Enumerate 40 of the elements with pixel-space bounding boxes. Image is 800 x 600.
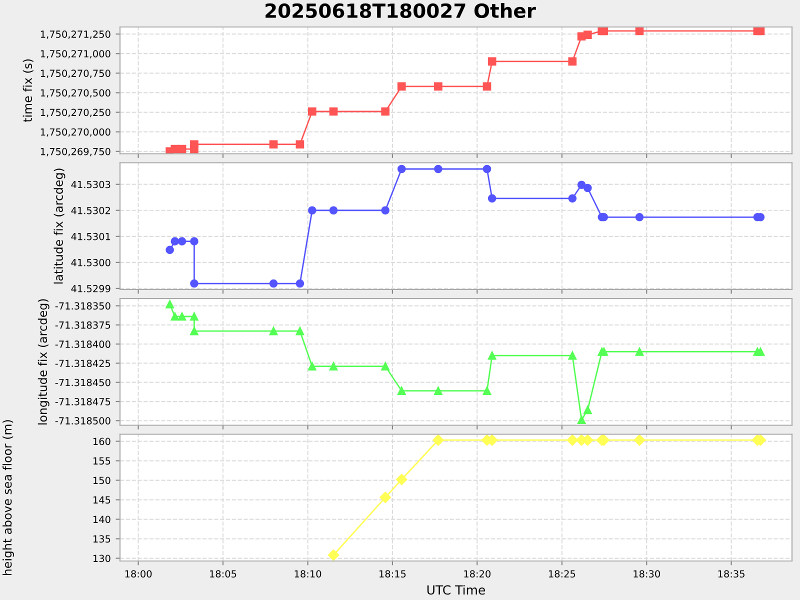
chart-title: 20250618T180027 Other: [266, 3, 536, 18]
y-tick-label: 145: [93, 496, 110, 504]
y-tick-label: 1,750,269,750: [40, 148, 110, 156]
y-tick-label: -71.318375: [55, 321, 110, 329]
y-tick-label: 135: [93, 535, 110, 543]
y-tick-label: 41.5299: [71, 284, 110, 292]
y-tick-label: -71.318450: [55, 378, 110, 386]
x-axis-title: UTC Time: [427, 584, 486, 595]
x-tick-label: 18:35: [718, 570, 744, 578]
y-tick-label: -71.318500: [55, 417, 110, 424]
y-axis-title: longitude fix (arcdeg): [38, 299, 50, 424]
y-tick-label: 1,750,270,250: [40, 108, 110, 118]
x-tick-label: 18:10: [294, 570, 322, 578]
y-tick-label: 160: [93, 438, 110, 446]
y-tick-label: 150: [93, 476, 110, 484]
x-tick-label: 18:30: [634, 570, 660, 578]
x-tick-label: 18:05: [210, 570, 236, 578]
y-tick-label: 1,750,270,000: [40, 128, 110, 137]
y-tick-label: 41.5303: [71, 180, 110, 188]
y-tick-label: 1,750,271,000: [40, 50, 110, 58]
y-tick-label: 41.5301: [71, 232, 110, 240]
x-tick-label: 18:25: [548, 570, 576, 578]
y-axis-title: latitude fix (arcdeg): [54, 168, 66, 284]
y-tick-label: 41.5302: [71, 206, 110, 214]
y-tick-label: 1,750,270,500: [40, 89, 110, 98]
y-tick-label: 140: [93, 516, 110, 524]
y-tick-label: 130: [93, 554, 110, 562]
x-tick-label: 18:20: [464, 570, 491, 578]
y-axis-title: time fix (s): [22, 59, 34, 122]
y-tick-label: -71.318475: [55, 398, 110, 406]
y-tick-label: 1,750,270,750: [40, 70, 110, 78]
y-tick-label: -71.318350: [55, 302, 110, 310]
x-tick-label: 18:15: [380, 570, 406, 578]
y-tick-label: 155: [93, 457, 110, 465]
x-tick-label: 18:00: [125, 570, 152, 578]
y-tick-label: -71.318425: [55, 360, 110, 368]
y-tick-label: 41.5300: [71, 258, 110, 266]
y-tick-label: -71.318400: [55, 340, 110, 348]
y-axis-title: height above sea floor (m): [2, 420, 14, 576]
y-tick-label: 1,750,271,250: [40, 30, 110, 39]
